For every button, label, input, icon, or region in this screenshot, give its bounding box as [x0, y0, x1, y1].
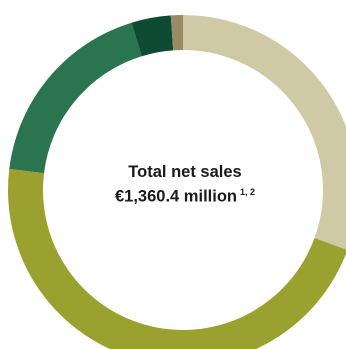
donut-slices: [8, 15, 346, 349]
footnote-markers: 1, 2: [239, 187, 255, 197]
chart-title: Total net sales: [128, 163, 242, 181]
donut-slice-4: [131, 15, 174, 57]
donut-slice-2: [8, 168, 346, 349]
chart-total-value: €1,360.4 million 1, 2: [60, 182, 310, 207]
donut-slice-1: [183, 15, 346, 250]
donut-slice-3: [9, 22, 142, 174]
total-sales-value: €1,360.4 million: [115, 187, 237, 206]
donut-slice-5: [170, 15, 183, 51]
chart-center-label: Total net sales €1,360.4 million 1, 2: [60, 162, 310, 207]
